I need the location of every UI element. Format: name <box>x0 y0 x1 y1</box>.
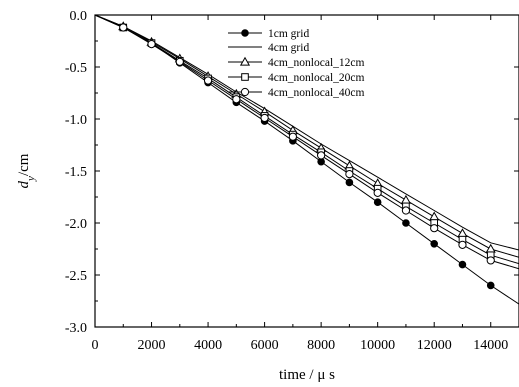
data-point-4cm-nonlocal-40cm <box>317 151 326 160</box>
x-tick-label: 14000 <box>473 338 508 353</box>
legend-label-4cm-nonlocal-20cm: 4cm_nonlocal_20cm <box>268 72 365 84</box>
data-point-1cm-grid <box>402 219 410 227</box>
y-tick-label: -3.0 <box>65 321 87 336</box>
legend-label-1cm-grid: 1cm grid <box>268 28 309 40</box>
data-point-4cm-nonlocal-40cm <box>430 224 439 233</box>
legend-label-4cm-grid: 4cm grid <box>268 42 309 54</box>
plot-markers <box>118 21 496 290</box>
legend-marker-1cm-grid <box>241 29 249 37</box>
y-axis-title-unit: /cm <box>16 153 32 176</box>
x-tick-label: 12000 <box>417 338 452 353</box>
data-point-4cm-nonlocal-40cm <box>203 76 213 85</box>
x-tick-label: 8000 <box>307 338 335 353</box>
x-axis-ticks: 0 2000 4000 6000 8000 10000 12000 14000 <box>92 15 508 353</box>
data-point-4cm-nonlocal-40cm <box>486 256 495 265</box>
data-point-4cm-nonlocal-40cm <box>345 170 354 179</box>
y-tick-label: 0.0 <box>70 9 88 24</box>
x-tick-label: 0 <box>92 338 99 353</box>
data-point-1cm-grid <box>458 260 467 269</box>
y-axis-title-main: d <box>16 180 32 188</box>
x-tick-label: 6000 <box>251 338 279 353</box>
y-tick-label: -2.5 <box>65 269 87 284</box>
series-line-4cm-nonlocal-12cm <box>94 14 519 258</box>
series-line-4cm-nonlocal-40cm <box>94 14 519 270</box>
y-axis-title: dy/cm <box>16 153 37 188</box>
data-point-4cm-nonlocal-40cm <box>458 240 467 249</box>
data-point-4cm-nonlocal-40cm <box>401 206 411 215</box>
data-point-4cm-nonlocal-40cm <box>147 40 156 49</box>
data-point-4cm-nonlocal-40cm <box>175 57 184 66</box>
y-axis-ticks: 0.0 -0.5 -1.0 -1.5 -2.0 -2.5 -3.0 <box>65 9 519 336</box>
plot-lines <box>94 14 519 305</box>
legend-label-4cm-nonlocal-40cm: 4cm_nonlocal_40cm <box>268 87 365 99</box>
y-axis-title-subscript: y <box>25 176 37 182</box>
data-point-1cm-grid <box>345 178 354 187</box>
data-point-4cm-nonlocal-40cm <box>119 23 128 32</box>
data-point-4cm-nonlocal-40cm <box>232 95 241 104</box>
y-tick-label: -1.0 <box>65 113 87 128</box>
legend-label-4cm-nonlocal-12cm: 4cm_nonlocal_12cm <box>268 57 365 69</box>
data-point-1cm-grid <box>486 281 495 290</box>
x-tick-label: 4000 <box>194 338 222 353</box>
data-point-4cm-nonlocal-40cm <box>288 132 297 141</box>
legend-marker-4cm-nonlocal-40cm <box>240 87 250 97</box>
data-point-4cm-nonlocal-40cm <box>260 113 269 123</box>
series-line-4cm-grid <box>94 14 519 251</box>
x-tick-label: 2000 <box>138 338 166 353</box>
y-tick-label: -0.5 <box>65 61 87 76</box>
y-tick-label: -1.5 <box>65 165 87 180</box>
legend-marker-4cm-nonlocal-12cm <box>239 56 251 66</box>
y-tick-label: -2.0 <box>65 217 87 232</box>
series-line-4cm-nonlocal-20cm <box>94 14 519 265</box>
legend: 1cm grid 4cm grid 4cm_nonlocal_12cm 4cm_non… <box>228 28 365 99</box>
data-point-4cm-nonlocal-40cm <box>373 188 382 197</box>
data-point-1cm-grid <box>430 240 439 248</box>
x-tick-label: 10000 <box>360 338 395 353</box>
x-axis-title: time / μ s <box>279 367 335 383</box>
data-point-1cm-grid <box>373 198 382 206</box>
legend-marker-4cm-nonlocal-20cm <box>241 73 249 81</box>
